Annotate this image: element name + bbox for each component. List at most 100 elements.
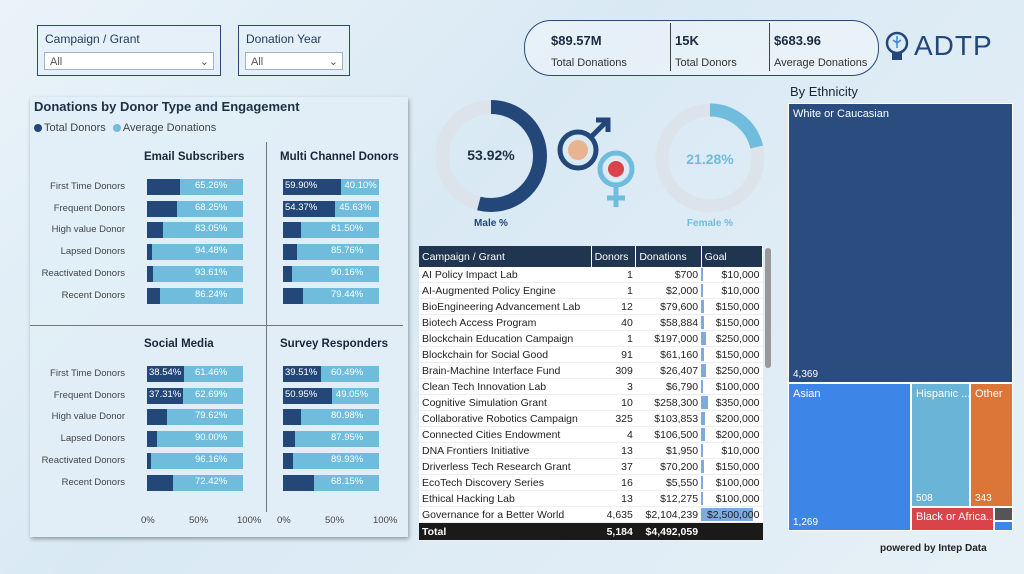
table-row[interactable]: Governance for a Better World 4,635 $2,104… (419, 506, 763, 523)
axis-tick-label: 0% (141, 515, 155, 526)
table-cell: $700 (635, 267, 702, 283)
goal-value: $250,000 (715, 364, 760, 377)
bar-value-label: 89.93% (331, 453, 364, 465)
table-row[interactable]: Brain-Machine Interface Fund 309 $26,407 $2… (419, 362, 763, 379)
row-label: First Time Donors (50, 181, 125, 192)
bar-value-label: 50.95% (285, 388, 318, 400)
table-cell: $10,000 (701, 282, 763, 299)
stacked-bar[interactable]: 81.50% (283, 222, 379, 239)
table-cell: Clean Tech Innovation Lab (419, 378, 592, 395)
stacked-bar[interactable]: 37.31% 62.69% (147, 387, 243, 404)
table-row[interactable]: Driverless Tech Research Grant 37 $70,200 $… (419, 458, 763, 475)
kpi-label: Average Donations (774, 57, 868, 69)
stacked-bar[interactable]: 94.48% (147, 244, 243, 261)
treemap-cell-asian[interactable]: Asian 1,269 (788, 383, 911, 531)
column-header[interactable]: Campaign / Grant (419, 246, 592, 267)
kpi-value: 15K (675, 33, 699, 48)
stacked-bar[interactable]: 38.54% 61.46% (147, 366, 243, 382)
goal-progress-bar (701, 396, 709, 409)
table-row[interactable]: BioEngineering Advancement Lab 12 $79,600 $… (419, 298, 763, 315)
goal-value: $10,000 (721, 284, 760, 297)
goal-progress-bar (701, 444, 704, 457)
table-row[interactable]: Blockchain for Social Good 91 $61,160 $150,… (419, 346, 763, 363)
bar-segment-total-donors (147, 287, 161, 304)
table-row[interactable]: Connected Cities Endowment 4 $106,500 $200,… (419, 426, 763, 443)
table-row[interactable]: Collaborative Robotics Campaign 325 $103,8… (419, 410, 763, 427)
campaign-filter-label: Campaign / Grant (45, 32, 140, 46)
row-label: First Time Donors (50, 368, 125, 379)
table-row[interactable]: Blockchain Education Campaign 1 $197,000 $2… (419, 330, 763, 347)
total-cell: $4,492,059 (635, 522, 702, 541)
bar-segment-average-donations (182, 387, 243, 404)
cell-value: 4,369 (793, 369, 819, 380)
table-row[interactable]: Cognitive Simulation Grant 10 $258,300 $350… (419, 394, 763, 411)
table-cell: $100,000 (701, 474, 763, 491)
stacked-bar[interactable]: 80.98% (283, 409, 379, 426)
table-cell: $150,000 (701, 314, 763, 331)
stacked-bar[interactable]: 90.00% (147, 431, 243, 448)
year-filter-label: Donation Year (246, 32, 322, 46)
stacked-bar[interactable]: 50.95% 49.05% (283, 387, 379, 404)
bar-segment-total-donors (283, 287, 303, 304)
table-row[interactable]: DNA Frontiers Initiative 13 $1,950 $10,000 (419, 442, 763, 459)
table-cell: AI Policy Impact Lab (419, 267, 592, 283)
stacked-bar[interactable]: 86.24% (147, 287, 243, 304)
table-row[interactable]: AI-Augmented Policy Engine 1 $2,000 $10,000 (419, 282, 763, 299)
goal-value: $100,000 (715, 380, 760, 393)
stacked-bar[interactable]: 65.26% (147, 179, 243, 195)
stacked-bar[interactable]: 68.15% (283, 474, 379, 491)
stacked-bar[interactable]: 79.44% (283, 287, 379, 304)
treemap-cell-hispanic[interactable]: Hispanic ... 508 (911, 383, 970, 507)
goal-progress-bar (701, 460, 705, 473)
table-row[interactable]: EcoTech Discovery Series 16 $5,550 $100,000 (419, 474, 763, 491)
kpi-value: $683.96 (774, 33, 821, 48)
stacked-bar[interactable]: 87.95% (283, 431, 379, 448)
stacked-bar[interactable]: 85.76% (283, 244, 379, 261)
table-cell: $150,000 (701, 298, 763, 315)
stacked-bar[interactable]: 68.25% (147, 200, 243, 217)
treemap-cell-black[interactable]: Black or Africa... (911, 507, 994, 531)
stacked-bar[interactable]: 59.90% 40.10% (283, 179, 379, 195)
table-row[interactable]: AI Policy Impact Lab 1 $700 $10,000 (419, 267, 763, 283)
table-cell: $106,500 (635, 426, 702, 443)
table-row[interactable]: Biotech Access Program 40 $58,884 $150,000 (419, 314, 763, 331)
campaign-filter-dropdown[interactable]: All ⌄ (44, 52, 214, 70)
table-cell: 91 (591, 346, 636, 363)
kpi-total-donations: $89.57M Total Donations (551, 23, 661, 71)
stacked-bar[interactable]: 90.16% (283, 265, 379, 282)
stacked-bar[interactable]: 93.61% (147, 265, 243, 282)
stacked-bar[interactable]: 39.51% 60.49% (283, 366, 379, 382)
total-cell: Total (419, 522, 592, 541)
bar-value-label: 85.76% (331, 245, 364, 257)
table-row[interactable]: Clean Tech Innovation Lab 3 $6,790 $100,000 (419, 378, 763, 395)
bar-segment-total-donors (283, 265, 293, 282)
year-filter-dropdown[interactable]: All ⌄ (245, 52, 343, 70)
column-header[interactable]: Goal (701, 246, 764, 267)
ethnicity-treemap: White or Caucasian 4,369 Asian 1,269 His… (788, 103, 1013, 531)
table-scrollbar[interactable] (765, 248, 771, 368)
cell-value: 343 (975, 493, 992, 504)
stacked-bar[interactable]: 89.93% (283, 452, 379, 469)
treemap-cell-other[interactable]: Other 343 (970, 383, 1013, 507)
bar-segment-average-donations (320, 366, 379, 382)
bar-value-label: 54.37% (285, 201, 318, 213)
stacked-bar[interactable]: 83.05% (147, 222, 243, 239)
table-cell: 3 (591, 378, 636, 395)
table-cell: $26,407 (635, 362, 702, 379)
column-header[interactable]: Donations (635, 246, 702, 267)
column-header[interactable]: Donors (591, 246, 637, 267)
male-donut (435, 100, 547, 212)
logo: ADTP (882, 28, 1002, 68)
stacked-bar[interactable]: 96.16% (147, 452, 243, 469)
bar-value-label: 38.54% (149, 367, 182, 378)
treemap-cell-small[interactable] (994, 521, 1013, 531)
kpi-label: Total Donors (675, 57, 737, 69)
bar-segment-average-donations (292, 265, 379, 282)
treemap-cell-white[interactable]: White or Caucasian 4,369 (788, 103, 1013, 383)
table-row[interactable]: Ethical Hacking Lab 13 $12,275 $100,000 (419, 490, 763, 507)
bar-value-label: 68.25% (195, 201, 228, 213)
treemap-cell-small[interactable] (994, 507, 1013, 521)
stacked-bar[interactable]: 72.42% (147, 474, 243, 491)
stacked-bar[interactable]: 79.62% (147, 409, 243, 426)
stacked-bar[interactable]: 54.37% 45.63% (283, 200, 379, 217)
